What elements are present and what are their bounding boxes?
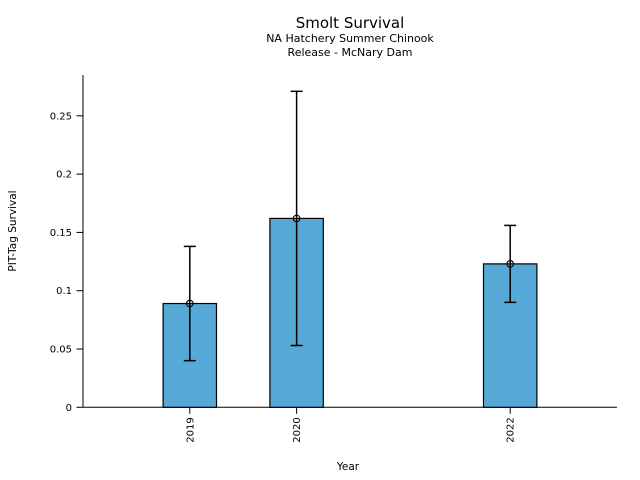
y-tick-label: 0.25 (50, 111, 72, 122)
y-tick-label: 0.05 (50, 345, 72, 356)
chart-subtitle-line2: Release - McNary Dam (288, 46, 413, 59)
chart-title: Smolt Survival (296, 14, 405, 32)
point-marker (292, 214, 301, 223)
y-tick-label: 0.2 (56, 170, 72, 181)
x-tick-label: 2022 (506, 417, 517, 442)
chart-subtitle-line1: NA Hatchery Summer Chinook (266, 32, 434, 45)
x-tick-label: 2019 (185, 417, 196, 442)
y-tick-label: 0.15 (50, 228, 72, 239)
x-tick-label: 2020 (292, 417, 303, 442)
y-tick-label: 0.1 (56, 286, 72, 297)
y-axis-label: PIT-Tag Survival (7, 190, 19, 271)
x-axis-label: Year (336, 461, 360, 473)
y-tick-label: 0 (66, 403, 72, 414)
point-marker (506, 260, 515, 268)
point-marker (185, 299, 194, 308)
plot-area: 0 0.05 0.1 0.15 0.2 0.25 2019 2020 2022 (50, 75, 617, 443)
